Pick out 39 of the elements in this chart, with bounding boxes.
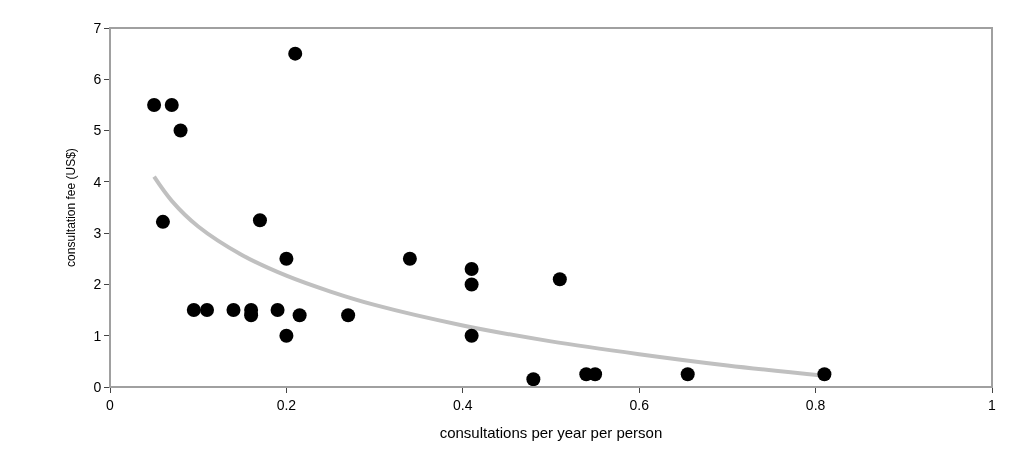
y-tick-label: 1 [93, 327, 102, 344]
point [200, 303, 215, 318]
y-tick-label: 5 [93, 122, 102, 139]
y-tick-label: 3 [93, 225, 102, 242]
point [186, 303, 201, 318]
point [464, 277, 479, 292]
point [164, 97, 179, 112]
x-tick-label: 0.4 [453, 396, 473, 413]
point [526, 372, 541, 387]
point [252, 213, 267, 228]
point [341, 308, 356, 323]
point [173, 123, 188, 138]
point [402, 251, 417, 266]
point [155, 214, 170, 229]
x-tick-label: 0 [106, 396, 115, 413]
x-tick-label: 0.6 [629, 396, 650, 413]
point [464, 262, 479, 277]
x-tick-label: 1 [988, 396, 997, 413]
y-tick-label: 0 [93, 378, 102, 395]
y-tick-label: 2 [93, 276, 102, 293]
point [279, 251, 294, 266]
point [288, 46, 303, 61]
x-axis-title: consultations per year per person [439, 423, 663, 441]
point [588, 367, 603, 382]
point [817, 367, 832, 382]
y-axis-title: consultation fee (US$) [63, 148, 78, 267]
x-tick-label: 0.8 [805, 396, 826, 413]
point [226, 303, 241, 318]
point [292, 308, 307, 323]
point [147, 97, 162, 112]
point [552, 272, 567, 287]
y-tick-label: 7 [93, 19, 102, 36]
y-tick-label: 6 [93, 71, 102, 88]
point [279, 328, 294, 343]
x-tick-label: 0.2 [276, 396, 297, 413]
point [464, 328, 479, 343]
y-tick-label: 4 [93, 173, 102, 190]
point [270, 303, 285, 318]
point [680, 367, 695, 382]
